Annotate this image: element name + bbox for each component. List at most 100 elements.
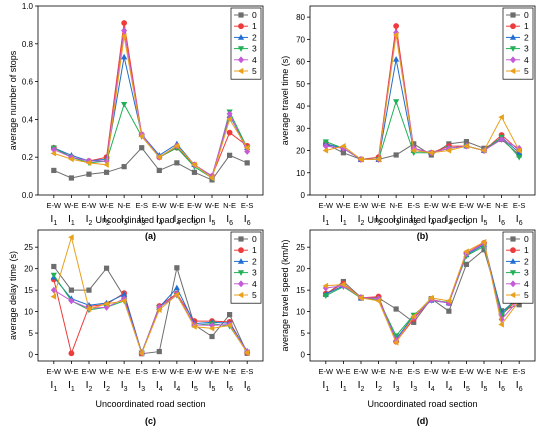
legend-label: 0 (524, 234, 529, 244)
x-tick-intersection: I6 (516, 379, 523, 393)
data-point (85, 301, 93, 308)
data-point (226, 110, 233, 118)
data-point (208, 325, 215, 332)
x-tick-intersection: I4 (156, 213, 163, 227)
series-5 (50, 234, 250, 357)
x-tick-intersection: I1 (68, 379, 75, 393)
x-tick-direction: N-E (223, 367, 236, 376)
data-point (138, 350, 145, 357)
y-tick-label: 5 (29, 329, 34, 338)
x-tick-intersection: I4 (173, 213, 180, 227)
data-point (463, 139, 470, 145)
data-point (410, 313, 417, 320)
y-tick-label: 10 (24, 308, 33, 317)
y-axis-label: average travel speed (km/h) (280, 239, 290, 351)
series-1 (50, 276, 251, 357)
data-point (516, 154, 523, 161)
data-point (173, 284, 180, 291)
x-tick-direction: W-E (64, 367, 78, 376)
x-tick-intersection: I5 (481, 213, 488, 227)
legend-label: 2 (524, 256, 529, 266)
x-tick-intersection: I2 (375, 213, 382, 227)
series-line (325, 32, 520, 160)
data-point (68, 287, 74, 293)
x-tick-intersection: I5 (463, 379, 470, 393)
x-tick-intersection: I4 (156, 379, 163, 393)
series-line (53, 30, 248, 177)
data-point (226, 129, 233, 136)
legend-label: 0 (252, 234, 257, 244)
data-point (393, 23, 400, 29)
x-tick-intersection: I3 (393, 213, 400, 227)
x-tick-direction: W-E (371, 367, 385, 376)
y-tick-label: 0 (301, 191, 306, 200)
data-point (68, 175, 74, 181)
legend-label: 2 (252, 32, 257, 42)
y-tick-label: 0.0 (22, 191, 34, 200)
data-point (515, 147, 522, 154)
x-tick-direction: W-E (477, 367, 491, 376)
y-tick-label: 80 (296, 13, 305, 22)
data-point (191, 161, 197, 168)
series-line (53, 235, 248, 355)
legend-marker (237, 258, 245, 264)
legend-marker (510, 247, 516, 254)
x-tick-intersection: I2 (103, 379, 110, 393)
legend-marker (238, 56, 244, 64)
y-tick-label: 1.0 (22, 2, 34, 11)
data-point (375, 297, 381, 304)
x-tick-intersection: I6 (226, 379, 233, 393)
x-tick-intersection: I4 (445, 213, 452, 227)
legend-label: 4 (524, 55, 529, 65)
legend-marker (237, 34, 245, 40)
x-tick-direction: E-W (319, 201, 335, 210)
data-point (226, 322, 232, 329)
series-line (325, 245, 520, 337)
x-tick-direction: E-W (319, 367, 335, 376)
data-point (226, 116, 232, 123)
x-tick-intersection: I4 (173, 379, 180, 393)
data-point (85, 305, 92, 313)
legend-marker (509, 270, 517, 276)
data-point (156, 167, 162, 174)
data-point (393, 333, 400, 339)
x-tick-direction: E-W (354, 201, 370, 210)
series-5 (50, 33, 250, 182)
data-point (445, 297, 452, 304)
x-tick-direction: E-W (152, 367, 168, 376)
legend-label: 5 (524, 66, 529, 76)
legend-entry: 2 (506, 32, 529, 42)
data-point (85, 157, 92, 165)
x-tick-intersection: I4 (428, 213, 435, 227)
data-point (446, 308, 452, 314)
data-point (103, 300, 109, 307)
data-point (208, 174, 215, 182)
data-point (86, 287, 92, 293)
legend-marker (510, 12, 516, 18)
x-tick-direction: E-W (47, 367, 63, 376)
y-axis-label: average delay time (s) (8, 251, 18, 340)
x-tick-direction: W-E (442, 201, 456, 210)
data-point (243, 144, 250, 151)
data-point (322, 282, 329, 289)
x-axis-label: Uncoordinated road section (95, 215, 205, 225)
legend-marker (238, 23, 244, 30)
plot-frame (37, 5, 264, 196)
x-tick-direction: E-S (513, 367, 526, 376)
data-point (173, 291, 180, 298)
series-5 (322, 238, 522, 346)
legend-label: 5 (524, 290, 529, 300)
x-tick-intersection: I3 (410, 379, 417, 393)
y-tick-label: 0.8 (22, 40, 34, 49)
y-tick-label: 0 (301, 351, 306, 360)
x-tick-intersection: I3 (121, 213, 128, 227)
panel-label: (a) (145, 231, 156, 241)
data-point (498, 321, 504, 328)
series-line (53, 276, 248, 354)
chart-panel-c: 0510152025E-WI1W-EI1E-WI2W-EI2N-EI3E-SI3… (8, 229, 264, 426)
data-point (173, 142, 180, 149)
x-tick-direction: W-E (170, 201, 184, 210)
x-tick-direction: W-E (442, 367, 456, 376)
data-point (411, 141, 417, 147)
y-tick-label: 20 (296, 147, 305, 156)
